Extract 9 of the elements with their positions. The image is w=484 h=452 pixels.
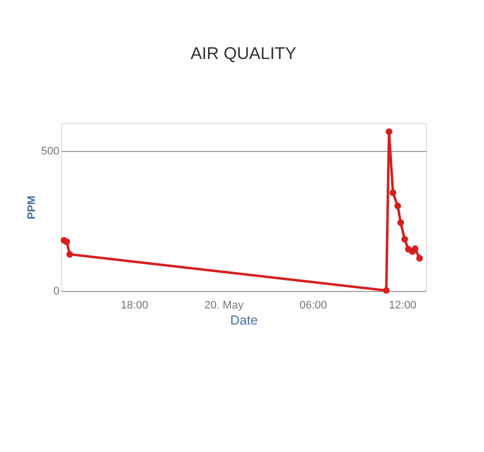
- y-axis-title: PPM: [26, 196, 38, 220]
- x-axis-title: Date: [230, 312, 258, 328]
- x-tick-label: 06:00: [300, 300, 328, 312]
- x-tick-label: 18:00: [120, 300, 148, 312]
- chart-title: AIR QUALITY: [190, 44, 296, 63]
- y-tick-label: 500: [41, 146, 60, 158]
- y-tick-label: 0: [53, 286, 60, 298]
- x-tick-label: 20. May: [204, 300, 244, 312]
- x-tick-label: 12:00: [388, 300, 416, 312]
